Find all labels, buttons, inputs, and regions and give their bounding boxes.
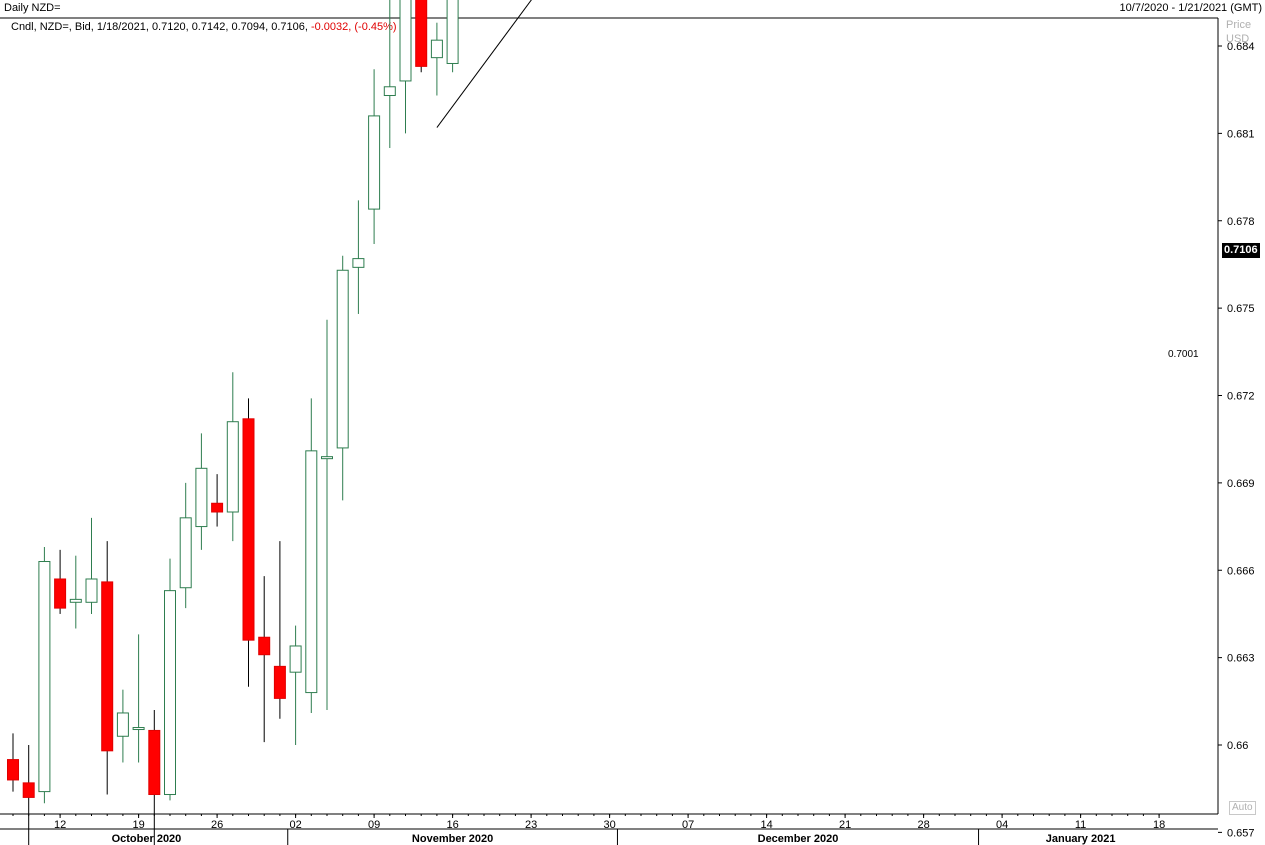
trendline [436,0,532,128]
date-tick-label: 07 [682,819,694,831]
price-axis-label: Price [1226,19,1252,31]
candle-down[interactable] [7,759,19,781]
price-tick-label: 0.684 [1227,41,1255,53]
price-tick-label: 0.657 [1227,827,1255,839]
candle-up[interactable] [368,115,381,210]
support-line-label: 0.7001 [1168,349,1199,360]
date-tick-label: 26 [211,819,223,831]
candle-up[interactable] [195,467,208,528]
candles [7,0,459,845]
drawn-lines [436,0,532,128]
auto-scale-button[interactable]: Auto [1229,801,1256,815]
ohlc-info-values: Cndl, NZD=, Bid, 1/18/2021, 0.7120, 0.71… [11,21,311,33]
date-tick-label: 11 [1075,819,1086,831]
date-tick-label: 09 [368,819,380,831]
candle-down[interactable] [54,578,67,609]
price-tick-label: 0.675 [1227,303,1255,315]
month-label: January 2021 [1046,833,1116,845]
price-tick-label: 0.672 [1227,391,1255,403]
candle-up[interactable] [352,258,365,268]
candle-up[interactable] [321,456,333,460]
price-tick-label: 0.666 [1227,565,1255,577]
ohlc-info-line: Cndl, NZD=, Bid, 1/18/2021, 0.7120, 0.71… [11,21,397,33]
date-tick-label: 12 [54,819,66,831]
candle-up[interactable] [69,598,82,603]
date-tick-label: 14 [760,819,772,831]
candle-up[interactable] [446,0,459,64]
candle-up[interactable] [399,0,412,82]
date-tick-label: 28 [917,819,929,831]
candle-up[interactable] [430,39,443,59]
candle-up[interactable] [132,727,145,731]
candle-up[interactable] [179,517,192,589]
price-axis-caption: Price USD [1226,18,1251,46]
month-label: December 2020 [758,833,839,845]
candle-down[interactable] [415,0,428,67]
candle-down[interactable] [211,502,224,513]
price-tick-label: 0.669 [1227,478,1255,490]
price-tick-label: 0.66 [1227,740,1248,752]
candle-down[interactable] [242,418,255,641]
date-range: 10/7/2020 - 1/21/2021 (GMT) [1119,2,1262,14]
last-price-badge: 0.7106 [1222,243,1260,258]
date-tick-label: 19 [132,819,144,831]
candle-up[interactable] [164,590,176,796]
ohlc-info-change: -0.0032, (-0.45%) [310,21,397,33]
month-label: October 2020 [112,833,182,845]
candle-down[interactable] [101,581,114,752]
date-tick-label: 30 [603,819,615,831]
date-tick-label: 16 [446,819,458,831]
date-tick-label: 18 [1153,819,1165,831]
candle-up[interactable] [85,578,98,603]
candle-up[interactable] [383,86,396,97]
price-tick-label: 0.663 [1227,653,1255,665]
price-axis: 0.657 0.66 0.663 0.666 0.669 0.672 0.675 0.678 0… [1218,41,1255,839]
date-tick-label: 21 [839,819,851,831]
candle-down[interactable] [22,782,35,798]
candle-up[interactable] [336,269,349,449]
date-axis: 12 19 26 02 09 16 23 30 07 14 21 28 04 11 18 October 20… [12,814,1165,845]
date-tick-label: 23 [525,819,537,831]
candle-down[interactable] [258,636,271,656]
candle-down[interactable] [273,665,286,699]
chart-frame [0,17,1219,830]
date-tick-label: 02 [289,819,301,831]
candle-up[interactable] [289,645,302,673]
candle-up[interactable] [305,450,318,694]
month-label: November 2020 [412,833,493,845]
price-tick-label: 0.681 [1227,128,1255,140]
candle-up[interactable] [38,561,51,793]
candle-up[interactable] [226,421,239,513]
candle-down[interactable] [148,729,161,796]
date-tick-label: 04 [996,819,1008,831]
currency-axis-label: USD [1226,33,1250,45]
candle-up[interactable] [116,712,129,737]
price-tick-label: 0.678 [1227,216,1255,228]
chart-title: Daily NZD= [4,2,61,14]
